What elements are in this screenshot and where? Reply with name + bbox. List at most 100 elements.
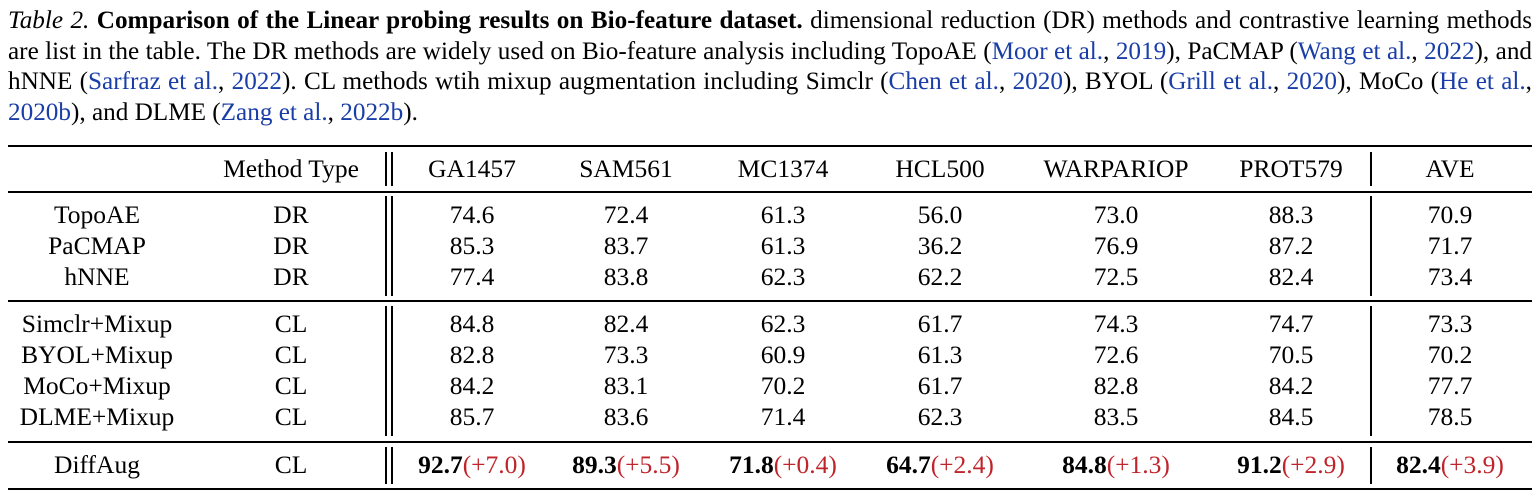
result-value: 83.7 [603, 231, 649, 260]
citation-link[interactable]: 2020 [1012, 68, 1063, 96]
best-value: 71.8 [729, 450, 774, 479]
gain-value: (+5.5) [616, 450, 680, 479]
best-result: 71.8(+0.4) [729, 450, 837, 480]
method-name: Simclr+Mixup [21, 309, 173, 338]
best-value: 91.2 [1237, 450, 1282, 479]
gain-value: (+7.0) [462, 450, 526, 479]
result-value: 71.4 [760, 402, 806, 431]
result-value: 70.2 [760, 371, 806, 400]
column-header: GA1457 [428, 154, 516, 183]
citation-link[interactable]: Moor et al. [991, 37, 1104, 65]
caption-text: ). [403, 98, 418, 126]
citation-link[interactable]: 2020 [1286, 68, 1338, 96]
caption-text: , [1411, 37, 1425, 65]
table-rule [8, 441, 1532, 443]
result-value: 82.8 [1093, 371, 1139, 400]
citation-link[interactable]: 2022 [231, 68, 282, 96]
column-separator [1370, 306, 1372, 436]
method-type: DR [273, 262, 309, 291]
caption-text: , [1103, 37, 1116, 65]
method-type: CL [274, 309, 308, 338]
best-result: 92.7(+7.0) [418, 450, 526, 480]
citation-link[interactable]: Grill et al. [1168, 68, 1274, 96]
result-value: 88.3 [1268, 200, 1314, 229]
result-value: 84.2 [449, 371, 495, 400]
table-rule [8, 300, 1532, 302]
citation-link[interactable]: Wang et al. [1297, 37, 1412, 65]
best-value: 64.7 [886, 450, 931, 479]
result-value: 78.5 [1427, 402, 1473, 431]
best-result: 82.4(+3.9) [1396, 450, 1504, 480]
caption-text: , [1273, 68, 1287, 96]
method-name: DLME+Mixup [19, 402, 175, 431]
result-value: 73.3 [1427, 309, 1473, 338]
result-value: 83.1 [603, 371, 649, 400]
result-value: 84.8 [449, 309, 495, 338]
gain-value: (+3.9) [1440, 450, 1504, 479]
result-value: 77.4 [449, 262, 495, 291]
gain-value: (+0.4) [773, 450, 837, 479]
result-value: 83.6 [603, 402, 649, 431]
citation-link[interactable]: 2019 [1115, 37, 1167, 65]
caption-text: ), BYOL ( [1062, 68, 1169, 96]
result-value: 61.3 [760, 231, 806, 260]
method-type: CL [274, 450, 308, 479]
best-value: 84.8 [1062, 450, 1107, 479]
column-header: SAM561 [579, 154, 673, 183]
result-value: 61.3 [917, 340, 963, 369]
result-value: 85.3 [449, 231, 495, 260]
column-separator [1370, 447, 1372, 484]
column-separator [385, 447, 387, 484]
result-value: 73.4 [1427, 262, 1473, 291]
column-separator [385, 306, 387, 436]
caption-label: Table 2. [8, 7, 90, 34]
result-value: 60.9 [760, 340, 806, 369]
result-value: 77.7 [1427, 371, 1473, 400]
result-value: 72.6 [1093, 340, 1139, 369]
result-value: 62.3 [760, 309, 806, 338]
column-header: AVE [1425, 154, 1475, 183]
best-value: 92.7 [418, 450, 463, 479]
citation-link[interactable]: 2022b [340, 98, 404, 126]
citation-link[interactable]: Sarfraz et al. [88, 68, 218, 96]
column-separator [385, 196, 387, 296]
column-separator [391, 447, 393, 484]
column-separator [391, 306, 393, 436]
result-value: 61.3 [760, 200, 806, 229]
column-header: Method Type [223, 154, 359, 183]
citation-link[interactable]: He et al. [1439, 68, 1526, 96]
table-rule [8, 488, 1532, 490]
citation-link[interactable]: 2020b [8, 98, 71, 126]
citation-link[interactable]: Zang et al. [220, 98, 328, 126]
method-type: CL [274, 371, 308, 400]
citation-link[interactable]: 2022 [1424, 37, 1475, 65]
caption-text: , [1525, 68, 1532, 96]
gain-value: (+1.3) [1106, 450, 1170, 479]
method-name: PaCMAP [48, 231, 146, 260]
result-value: 73.3 [603, 340, 649, 369]
result-value: 61.7 [917, 309, 963, 338]
table-rule [8, 145, 1532, 147]
method-name: DiffAug [54, 450, 140, 479]
caption-body: dimensional reduction (DR) methods and c… [8, 7, 1532, 126]
caption-text: ), and hNNE ( [8, 37, 1533, 96]
method-name: MoCo+Mixup [23, 371, 171, 400]
caption-text: ). CL methods wtih mixup augmentation in… [281, 68, 889, 96]
caption-text: , [327, 98, 341, 126]
result-value: 82.8 [449, 340, 495, 369]
result-value: 72.5 [1093, 262, 1139, 291]
best-result: 89.3(+5.5) [572, 450, 680, 480]
column-header: PROT579 [1239, 154, 1343, 183]
result-value: 82.4 [603, 309, 649, 338]
column-separator [1370, 196, 1372, 296]
result-value: 62.3 [917, 402, 963, 431]
caption-text: dimensional reduction (DR) methods and c… [8, 7, 1533, 65]
gain-value: (+2.4) [930, 450, 994, 479]
method-name: hNNE [64, 262, 130, 291]
result-value: 82.4 [1268, 262, 1314, 291]
citation-link[interactable]: Chen et al. [888, 68, 999, 96]
column-header: HCL500 [895, 154, 985, 183]
best-value: 82.4 [1396, 450, 1441, 479]
best-value: 89.3 [572, 450, 617, 479]
caption-text: ), PaCMAP ( [1166, 37, 1298, 65]
